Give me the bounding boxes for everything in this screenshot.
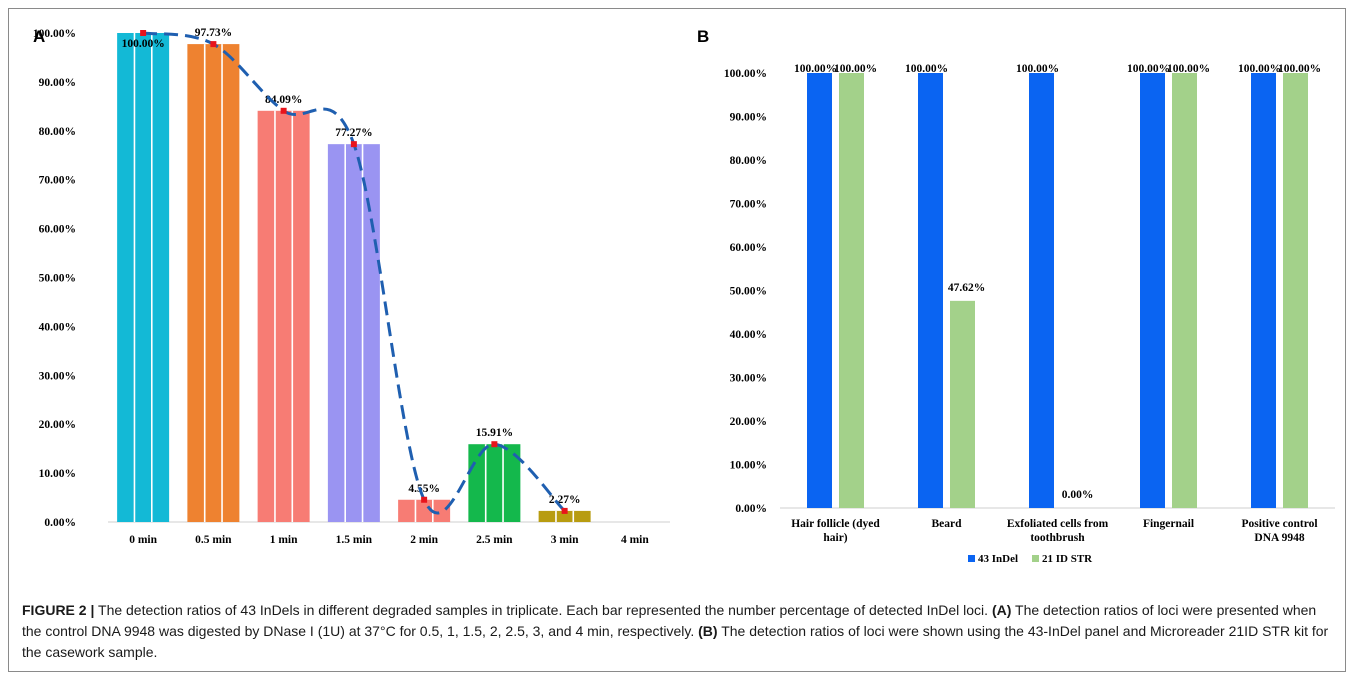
data-label: 100.00% [1127, 63, 1170, 75]
caption-text-2: The detection ratios of loci were presen… [22, 602, 1317, 639]
y-tick-label: 90.00% [730, 112, 767, 124]
bar [1140, 73, 1165, 508]
x-tick-label: Beard [931, 518, 962, 530]
y-tick-label: 60.00% [730, 242, 767, 254]
x-tick-label: Exfoliated cells from [1007, 518, 1109, 530]
y-tick-label: 0.00% [735, 503, 767, 515]
bar [1172, 73, 1197, 508]
caption-ref-b: (B) [698, 623, 718, 639]
x-tick-label: 0 min [129, 534, 157, 546]
y-tick-label: 100.00% [33, 28, 76, 40]
x-tick-label: Positive control [1241, 518, 1317, 530]
data-label: 100.00% [1278, 63, 1321, 75]
panel-b-chart: 0.00% 10.00% 20.00% 30.00% 40.00% 50.00% 60.00… [724, 63, 1335, 565]
x-tick-label: toothbrush [1030, 532, 1085, 544]
x-tick-label: DNA 9948 [1254, 532, 1304, 544]
x-tick-label: 1 min [270, 534, 298, 546]
x-tick-label: Hair follicle (dyed [791, 518, 880, 530]
y-tick-label: 20.00% [39, 419, 76, 431]
bar [1251, 73, 1276, 508]
x-tick-label: hair) [823, 532, 847, 544]
caption-text-3: The detection ratios of loci were shown … [22, 623, 1329, 660]
x-tick-label: 1.5 min [336, 534, 373, 546]
y-tick-label: 70.00% [39, 175, 76, 187]
bar [807, 73, 832, 508]
y-tick-label: 10.00% [39, 468, 76, 480]
trend-marker [280, 107, 287, 114]
legend-label: 43 InDel [978, 553, 1018, 565]
y-tick-label: 40.00% [730, 329, 767, 341]
data-label: 15.91% [476, 427, 513, 439]
bar [117, 33, 170, 522]
y-tick-label: 30.00% [730, 373, 767, 385]
bar [1029, 73, 1054, 508]
figure-frame [8, 8, 1346, 672]
figure-charts: A B 0.00% 10.00% 20.00% 30.00% 40.00% 50.00% 6… [33, 27, 1335, 565]
bar [1283, 73, 1308, 508]
data-label: 47.62% [948, 282, 985, 294]
y-tick-label: 100.00% [724, 68, 767, 80]
trend-marker [210, 41, 217, 48]
bar [257, 110, 310, 522]
bar [918, 73, 943, 508]
trend-marker [421, 496, 428, 503]
bar [839, 73, 864, 508]
y-tick-label: 50.00% [730, 286, 767, 298]
legend-label: 21 ID STR [1042, 553, 1093, 565]
data-label: 77.27% [335, 127, 372, 139]
y-tick-label: 20.00% [730, 416, 767, 428]
data-label: 2.27% [549, 494, 581, 506]
data-label: 100.00% [1016, 63, 1059, 75]
panel-a-letter: A [33, 27, 45, 46]
data-label: 100.00% [794, 63, 837, 75]
y-tick-label: 40.00% [39, 321, 76, 333]
caption-figure-label: FIGURE 2 | [22, 602, 95, 618]
y-tick-label: 80.00% [730, 155, 767, 167]
caption-ref-a: (A) [991, 602, 1012, 618]
data-label: 0.00% [1062, 489, 1094, 501]
y-tick-label: 90.00% [39, 77, 76, 89]
bar [187, 44, 240, 522]
bar [327, 144, 380, 522]
data-label: 4.55% [408, 483, 440, 495]
panel-a-chart: 0.00% 10.00% 20.00% 30.00% 40.00% 50.00% 60.00… [33, 27, 670, 546]
bar [538, 510, 591, 522]
caption-text-1: The detection ratios of 43 InDels in dif… [94, 602, 992, 618]
data-label: 100.00% [122, 38, 165, 50]
legend-swatch [1032, 555, 1039, 562]
legend: 43 InDel 21 ID STR [968, 553, 1093, 565]
y-tick-label: 0.00% [44, 517, 76, 529]
data-label: 100.00% [905, 63, 948, 75]
data-label: 100.00% [834, 63, 877, 75]
y-tick-label: 80.00% [39, 126, 76, 138]
x-tick-label: 2 min [410, 534, 438, 546]
data-label: 100.00% [1238, 63, 1281, 75]
x-tick-label: 2.5 min [476, 534, 513, 546]
bar [398, 499, 451, 522]
x-tick-label: Fingernail [1143, 518, 1194, 530]
y-tick-label: 70.00% [730, 199, 767, 211]
y-tick-label: 60.00% [39, 224, 76, 236]
data-label: 100.00% [1167, 63, 1210, 75]
data-label: 97.73% [195, 27, 232, 39]
trend-marker [350, 141, 357, 148]
trend-marker [561, 507, 568, 514]
trend-marker [491, 441, 498, 448]
x-tick-label: 4 min [621, 534, 649, 546]
legend-swatch [968, 555, 975, 562]
x-tick-label: 0.5 min [195, 534, 232, 546]
panel-b-letter: B [697, 27, 709, 46]
y-tick-label: 50.00% [39, 273, 76, 285]
trend-marker [140, 30, 147, 36]
y-tick-label: 10.00% [730, 460, 767, 472]
figure-caption: FIGURE 2 | The detection ratios of 43 In… [22, 600, 1332, 663]
bar [468, 444, 521, 522]
y-tick-label: 30.00% [39, 370, 76, 382]
x-tick-label: 3 min [551, 534, 579, 546]
bar [950, 300, 975, 508]
trend-line [142, 31, 566, 515]
